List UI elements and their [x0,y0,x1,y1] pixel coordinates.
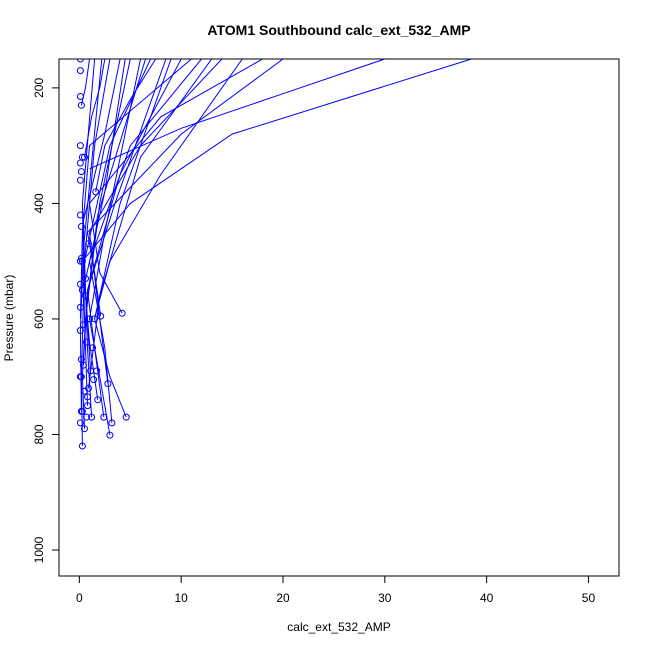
data-point-5 [104,380,112,388]
profile-line-17 [94,59,243,320]
y-tick-label: 600 [32,309,46,329]
profile-line-6 [88,59,263,314]
data-point-4 [108,419,116,427]
data-point-47 [86,315,93,323]
data-point-37 [76,93,84,100]
data-point-2 [106,431,114,439]
profile-line-2 [88,59,141,436]
data-point-16 [82,292,89,300]
x-tick-label: 50 [582,591,596,605]
x-tick-label: 30 [378,591,392,605]
data-point-44 [89,344,97,352]
data-point-1 [78,442,86,450]
profile-line-19 [95,59,157,192]
data-point-21 [77,373,85,381]
x-tick-label: 10 [175,591,189,605]
x-axis-label: calc_ext_532_AMP [287,620,390,634]
data-point-38 [76,67,84,75]
y-tick-label: 1000 [32,536,46,563]
data-point-46 [78,286,86,294]
data-point-42 [83,338,90,346]
profile-line-5 [88,59,223,384]
data-point-10 [94,396,102,404]
marker-layer [76,59,130,450]
data-point-45 [82,275,89,282]
data-point-34 [81,153,88,161]
data-point-51 [90,376,98,384]
profile-line-13 [89,59,385,170]
y-axis: 200 400 600 800 1000 [32,78,60,563]
chart-title: ATOM1 Southbound calc_ext_532_AMP [207,22,470,38]
data-point-33 [78,153,86,161]
data-point-52 [78,407,86,415]
y-axis-label: Pressure (mbar) [2,275,16,362]
profile-line-18 [82,59,167,366]
x-axis: 0 10 20 30 40 50 [76,575,596,605]
data-point-35 [76,142,84,150]
profile-line-11 [86,59,284,317]
data-point-50 [84,393,91,401]
x-tick-label: 0 [76,591,83,605]
data-point-41 [85,240,92,248]
data-point-24 [76,257,84,265]
data-point-7 [100,413,108,421]
data-point-6 [118,309,126,317]
data-point-8 [88,413,96,421]
data-point-13 [84,402,91,410]
data-point-3 [122,413,130,421]
y-tick-label: 200 [32,78,46,98]
data-point-29 [76,211,84,219]
data-point-28 [77,223,85,230]
data-point-19 [76,419,84,427]
data-point-49 [81,387,88,395]
profile-line-21 [88,59,213,389]
data-point-26 [78,257,86,265]
data-point-30 [76,176,84,184]
data-point-31 [77,168,85,176]
y-tick-label: 800 [32,424,46,444]
data-point-39 [76,59,84,63]
y-tick-label: 400 [32,193,46,213]
data-point-36 [77,101,85,109]
data-point-40 [92,188,100,196]
data-point-25 [77,254,85,262]
data-point-11 [97,312,105,320]
data-point-23 [76,303,84,311]
profile-line-23 [79,59,103,412]
data-point-12 [91,315,99,323]
data-point-53 [83,413,90,421]
data-point-48 [77,355,85,363]
data-point-54 [93,367,101,375]
x-tick-label: 40 [480,591,494,605]
profile-line-20 [79,59,192,319]
data-point-9 [81,425,88,433]
profile-line-15 [80,59,90,106]
profile-line-24 [85,59,146,371]
data-point-22 [76,327,84,334]
data-point-43 [79,321,87,329]
x-tick-label: 20 [276,591,290,605]
